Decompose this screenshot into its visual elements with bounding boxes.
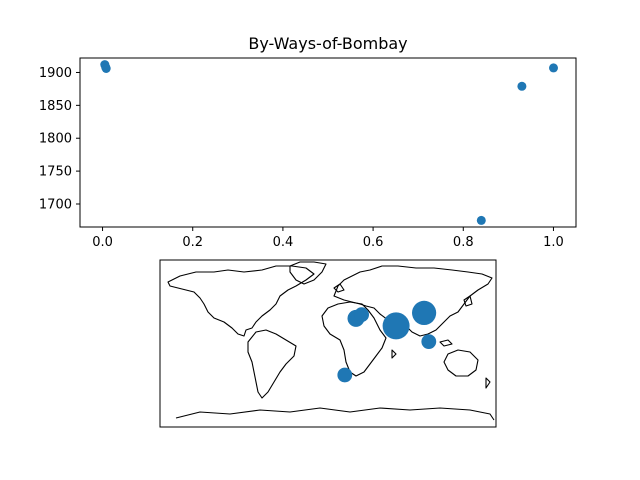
coastline-africa	[321, 301, 387, 377]
map-bubbles	[337, 300, 437, 383]
data-points	[100, 60, 558, 225]
coastline-greenland	[289, 261, 327, 285]
x-tick-label: 0.8	[453, 235, 474, 250]
coastline-antarctica	[175, 407, 495, 421]
map-bubble	[337, 367, 353, 383]
map-frame	[159, 259, 497, 428]
data-point	[549, 63, 558, 73]
plot-frame	[79, 57, 577, 228]
y-tick-label: 1700	[39, 197, 72, 212]
coastline-north-america	[167, 265, 315, 337]
coastline-islands	[333, 283, 491, 389]
map-bubble	[412, 300, 437, 325]
x-tick-label: 0.0	[92, 235, 113, 250]
x-tick-label: 1.0	[543, 235, 564, 250]
y-tick-label: 1900	[39, 66, 72, 81]
map-bubble	[421, 334, 437, 349]
map-bubble	[354, 307, 369, 323]
x-tick-label: 0.4	[273, 235, 294, 250]
coastlines	[167, 261, 495, 421]
data-point	[101, 64, 111, 73]
y-tick-label: 1800	[39, 132, 72, 147]
y-axis-ticks: 1700 1750 1800 1850 1900	[39, 66, 80, 212]
data-point	[476, 215, 486, 225]
y-tick-label: 1750	[39, 165, 72, 180]
chart-title: By-Ways-of-Bombay	[248, 34, 407, 53]
x-tick-label: 0.6	[363, 235, 384, 250]
world-map	[159, 259, 497, 428]
coastline-australia	[443, 349, 479, 377]
scatter-chart: By-Ways-of-Bombay 0.0 0.2 0.4 0.6 0.8 1.0 170…	[39, 34, 577, 250]
map-bubble	[382, 312, 410, 340]
x-tick-label: 0.2	[182, 235, 203, 250]
coastline-eurasia	[333, 265, 493, 337]
x-axis-ticks: 0.0 0.2 0.4 0.6 0.8 1.0	[92, 227, 564, 250]
data-point	[517, 81, 527, 91]
y-tick-label: 1850	[39, 99, 72, 114]
coastline-south-america	[247, 329, 297, 399]
